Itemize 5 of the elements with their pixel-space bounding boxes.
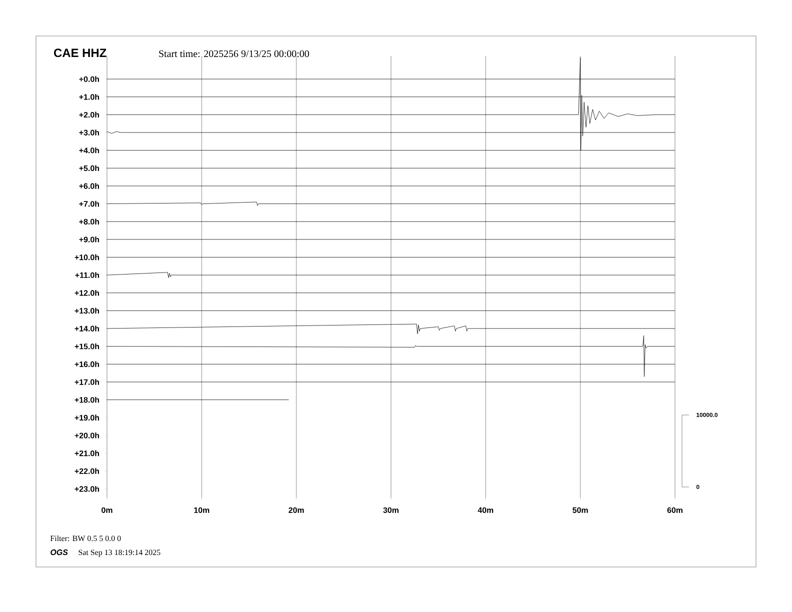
chart-subtitle: Start time: 2025256 9/13/25 00:00:00 — [159, 50, 309, 58]
line-series — [106, 335, 676, 377]
line-series — [106, 324, 676, 334]
chart-title: CAE HHZ — [54, 48, 106, 58]
line-series — [106, 57, 676, 151]
